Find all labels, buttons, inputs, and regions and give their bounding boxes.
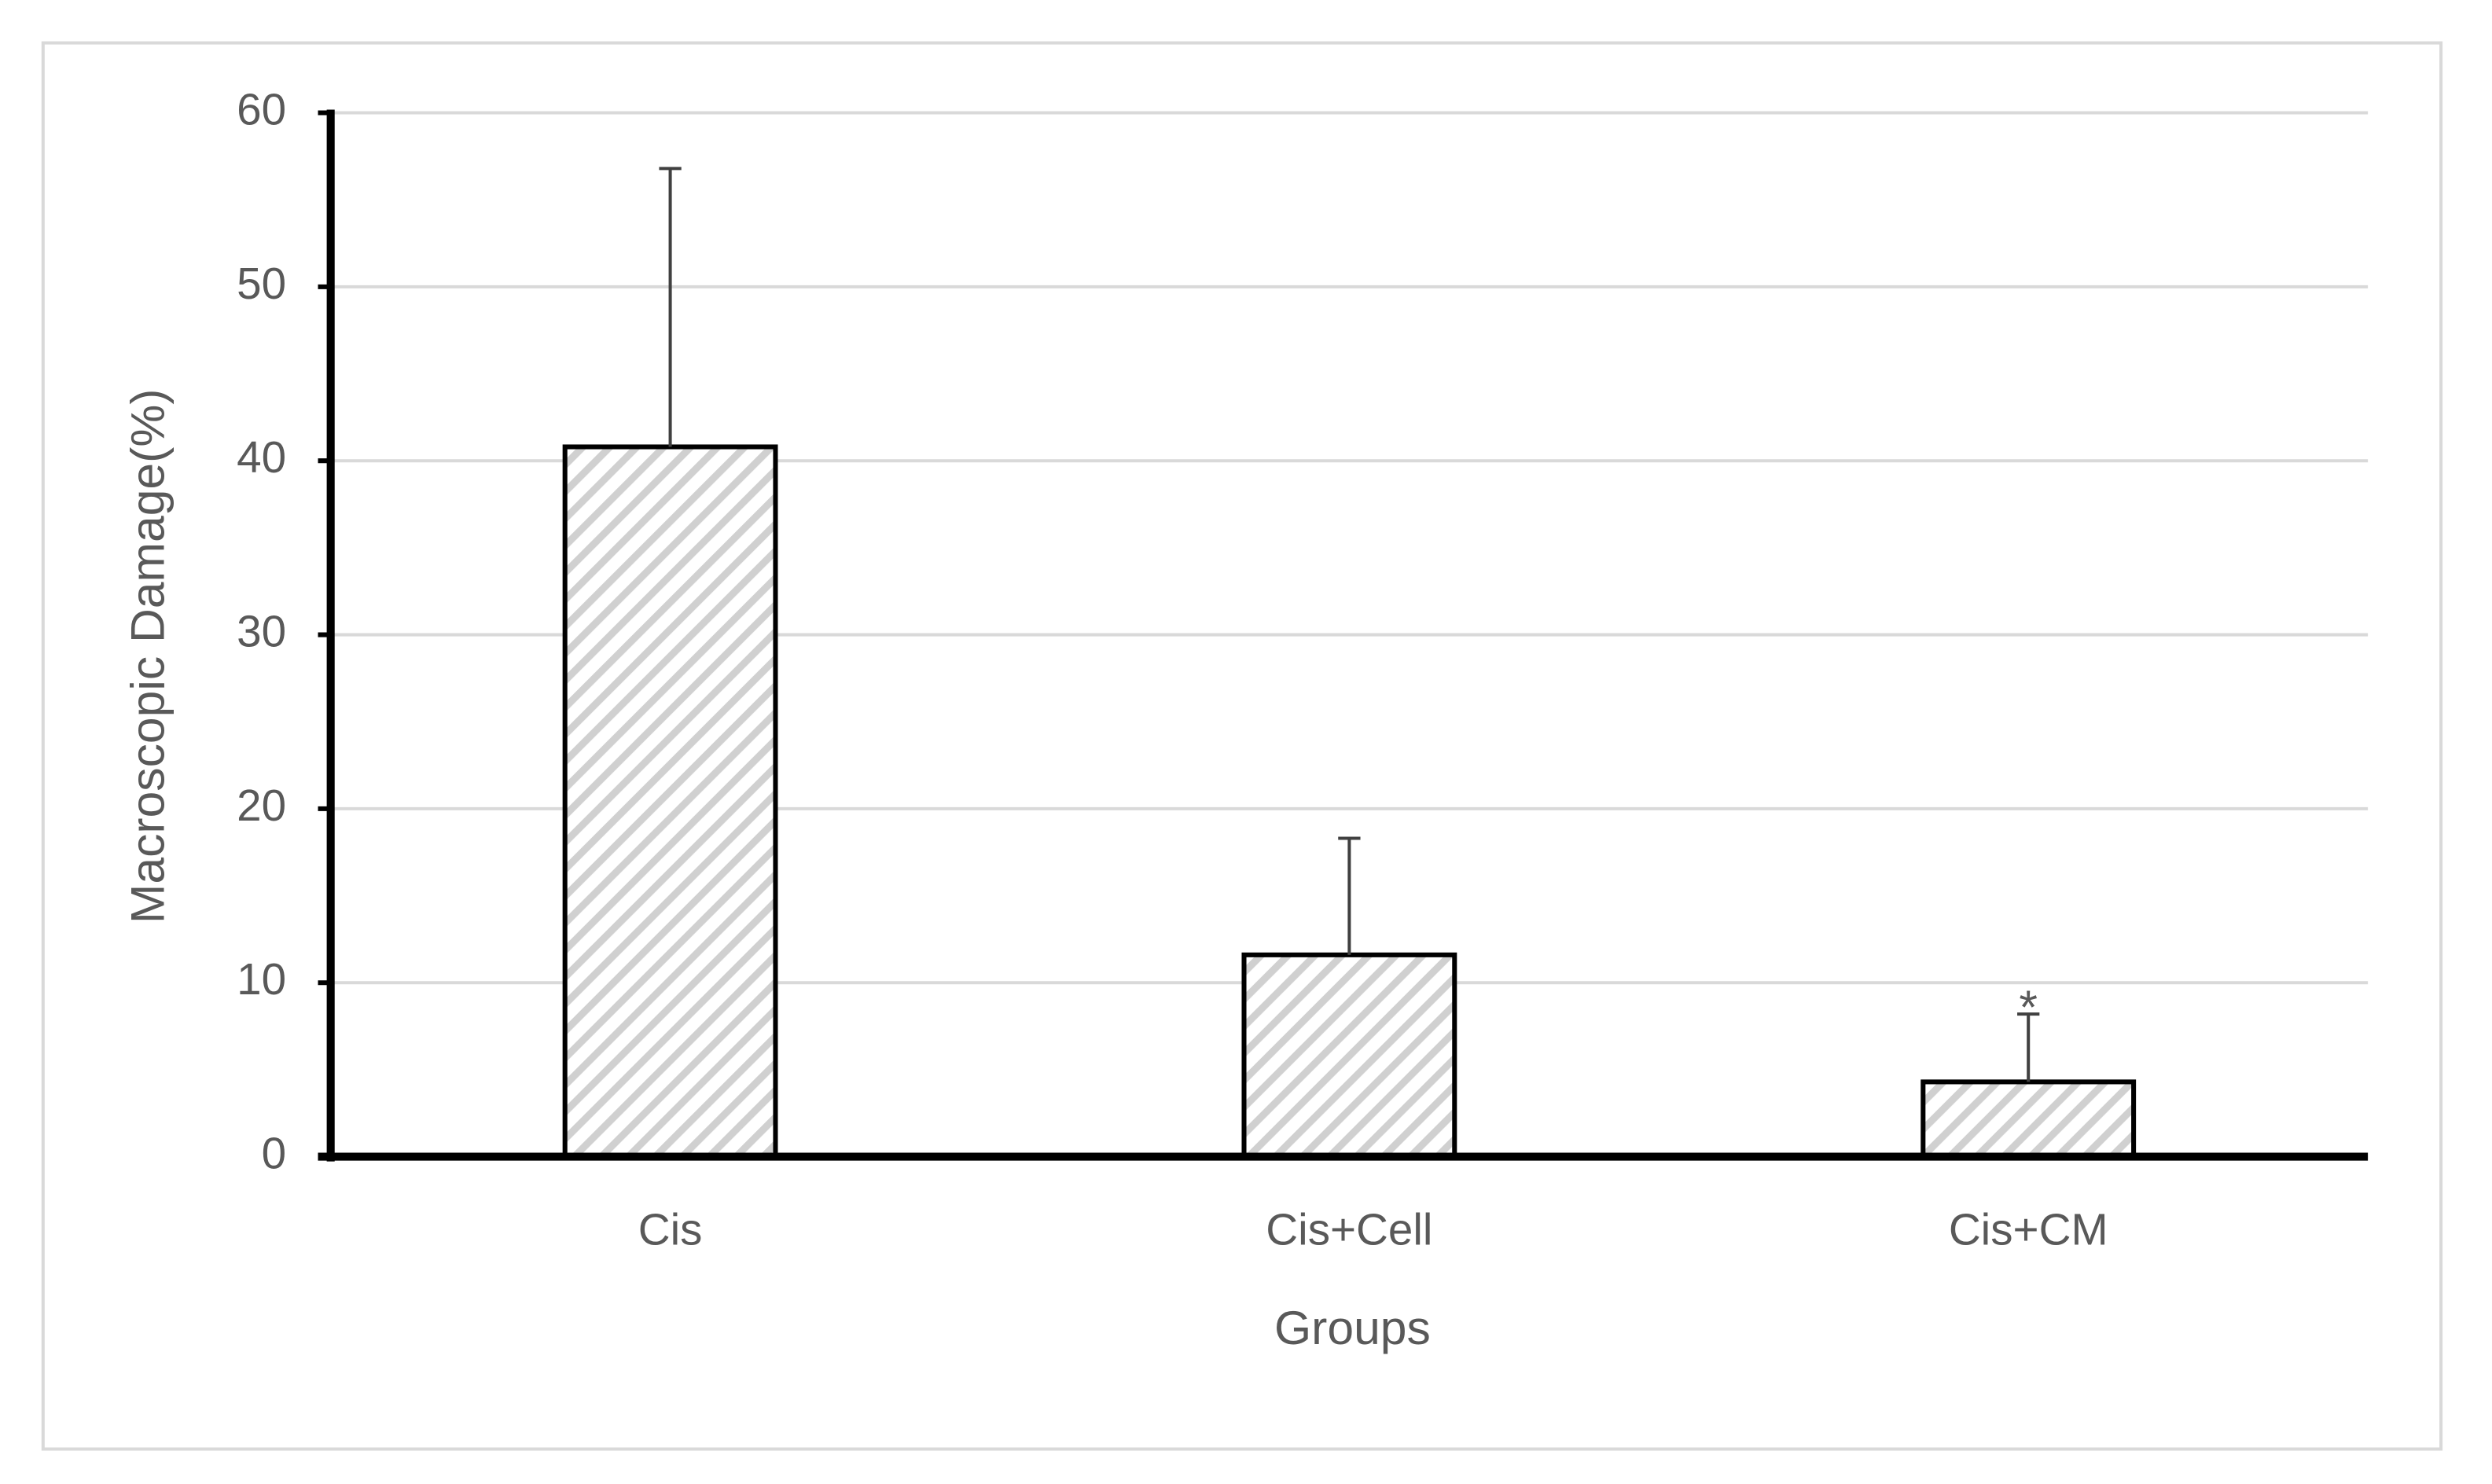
bar xyxy=(562,444,778,1159)
error-bar xyxy=(659,167,682,447)
x-tick-label: Cis xyxy=(638,1205,703,1254)
x-tick-label: Cis+CM xyxy=(1949,1205,2108,1254)
error-bar xyxy=(2017,1012,2040,1082)
bar xyxy=(1241,952,1457,1159)
annotation: * xyxy=(2019,980,2038,1034)
y-axis-title: Macroscopic Damage(%) xyxy=(120,389,174,924)
error-bar xyxy=(1338,836,1361,955)
y-tick-label: 60 xyxy=(237,84,286,134)
y-tick-label: 0 xyxy=(262,1129,286,1178)
x-axis-title: Groups xyxy=(1274,1301,1431,1354)
y-tick-label: 30 xyxy=(237,607,286,656)
y-tick-label: 40 xyxy=(237,432,286,482)
y-tick-label: 20 xyxy=(237,781,286,830)
chart-border xyxy=(41,41,2443,1451)
x-tick-label: Cis+Cell xyxy=(1266,1205,1432,1254)
bar xyxy=(1920,1079,2137,1159)
y-tick-label: 50 xyxy=(237,259,286,308)
y-tick-label: 10 xyxy=(237,954,286,1004)
